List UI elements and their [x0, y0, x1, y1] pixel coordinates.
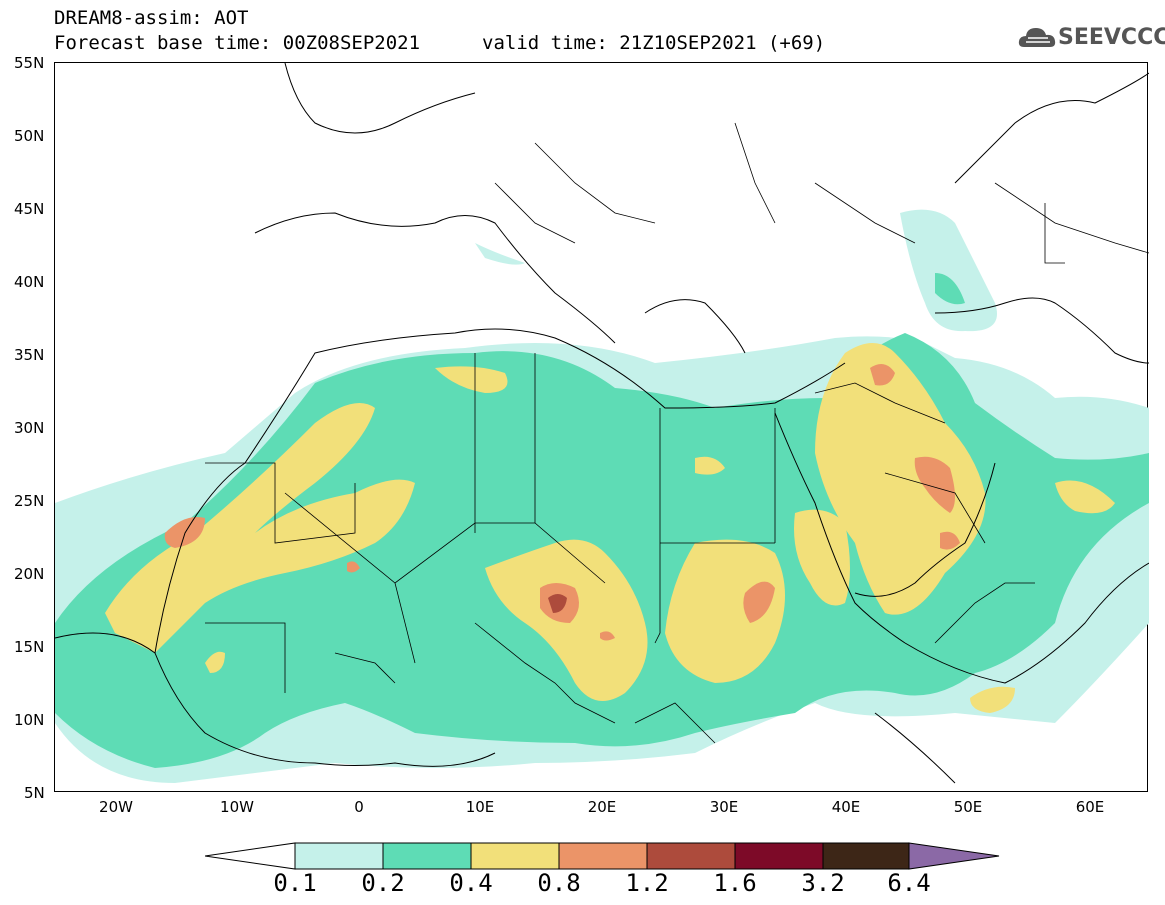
colorbar [205, 842, 1000, 870]
seevccc-logo: SEEVCCC [1018, 23, 1165, 55]
lat-label-50n: 50N [14, 127, 45, 145]
colorbar-box-7 [822, 842, 910, 870]
colorbar-box-2 [382, 842, 472, 870]
colorbar-box-1 [294, 842, 384, 870]
colorbar-label-0.8: 0.8 [537, 869, 581, 897]
forecast-base-time: Forecast base time: 00Z08SEP2021 [54, 32, 421, 54]
aot-level-0.8 [164, 364, 960, 641]
lat-label-15n: 15N [14, 638, 45, 656]
lon-label-50e: 50E [953, 798, 983, 816]
lat-label-10n: 10N [14, 711, 45, 729]
lon-label-30e: 30E [709, 798, 739, 816]
valid-time: valid time: 21Z10SEP2021 (+69) [482, 32, 826, 54]
colorbar-label-6.4: 6.4 [887, 869, 931, 897]
colorbar-label-1.2: 1.2 [625, 869, 669, 897]
lat-label-45n: 45N [14, 200, 45, 218]
colorbar-label-0.1: 0.1 [273, 869, 317, 897]
lat-label-35n: 35N [14, 346, 45, 364]
lon-label-40e: 40E [831, 798, 861, 816]
colorbar-box-6 [734, 842, 824, 870]
lon-label-60e: 60E [1075, 798, 1105, 816]
colorbar-label-0.4: 0.4 [449, 869, 493, 897]
logo-text: SEEVCCC [1058, 25, 1165, 50]
colorbar-over-arrow [908, 842, 1000, 870]
colorbar-label-1.6: 1.6 [713, 869, 757, 897]
coastlines [55, 63, 1149, 784]
aot-field [55, 63, 1149, 784]
lat-label-40n: 40N [14, 273, 45, 291]
lat-label-25n: 25N [14, 492, 45, 510]
lat-label-55n: 55N [14, 54, 45, 72]
map-frame [54, 62, 1149, 792]
lon-label-10w: 10W [220, 798, 254, 816]
lon-label-20w: 20W [99, 798, 133, 816]
colorbar-label-3.2: 3.2 [801, 869, 845, 897]
lat-label-20n: 20N [14, 565, 45, 583]
map-title: DREAM8-assim: AOT [54, 7, 249, 29]
lat-label-5n: 5N [24, 784, 45, 802]
colorbar-box-4 [558, 842, 648, 870]
aot-level-1.2 [548, 594, 567, 613]
colorbar-box-5 [646, 842, 736, 870]
lon-label-10e: 10E [465, 798, 495, 816]
colorbar-under-arrow [205, 842, 296, 870]
colorbar-box-3 [470, 842, 560, 870]
lon-label-0: 0 [354, 798, 364, 816]
colorbar-label-0.2: 0.2 [361, 869, 405, 897]
lon-label-20e: 20E [587, 798, 617, 816]
cloud-icon [1018, 28, 1056, 47]
borders [205, 122, 1149, 744]
lat-label-30n: 30N [14, 419, 45, 437]
